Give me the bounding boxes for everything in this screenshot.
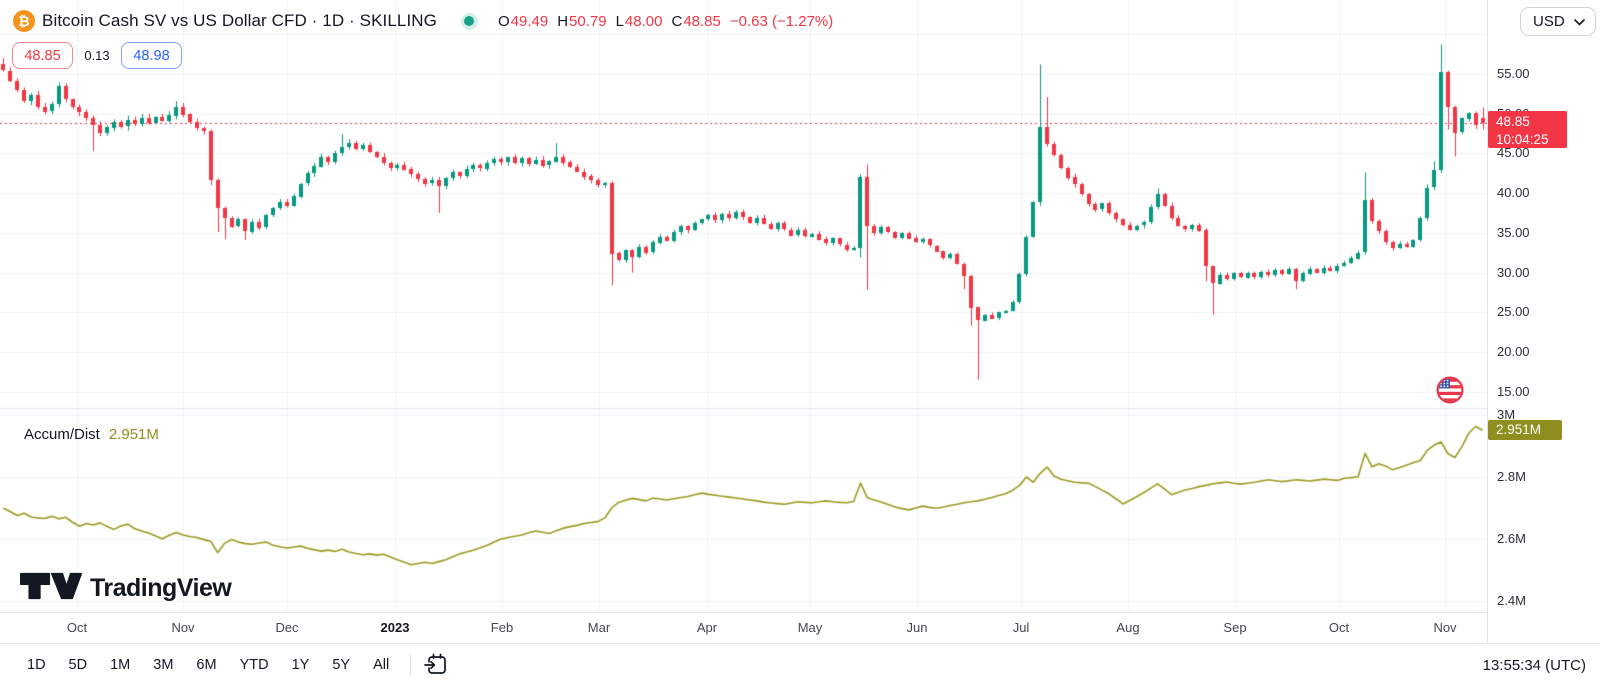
- low-label: L: [615, 12, 624, 30]
- currency-selector-button[interactable]: USD: [1520, 7, 1596, 36]
- open-value: 49.49: [510, 12, 549, 30]
- tradingview-logo-icon: [20, 572, 82, 605]
- close-value: 48.85: [683, 12, 721, 30]
- bitcoin-icon: ₿: [13, 10, 35, 32]
- indicator-name: Accum/Dist: [24, 426, 100, 443]
- range-button-ytd[interactable]: YTD: [239, 657, 269, 673]
- indicator-tick-label: 3M: [1497, 407, 1516, 422]
- price-tick-label: 30.00: [1497, 264, 1530, 280]
- indicator-value: 2.951M: [108, 426, 159, 443]
- price-tick-label: 35.00: [1497, 224, 1530, 240]
- go-to-date-button[interactable]: [423, 652, 449, 678]
- currency-label: USD: [1533, 13, 1565, 30]
- time-tick-label: Mar: [587, 620, 611, 635]
- time-tick-label: Jul: [1012, 620, 1030, 635]
- price-tick-label: 55.00: [1497, 66, 1530, 81]
- symbol-legend: ₿ Bitcoin Cash SV vs US Dollar CFD · 1D …: [13, 10, 833, 32]
- chevron-down-icon: [1574, 13, 1585, 31]
- market-status-dot[interactable]: [460, 12, 478, 30]
- low-value: 48.00: [624, 12, 663, 30]
- price-tick-label: 40.00: [1497, 185, 1530, 201]
- range-button-6m[interactable]: 6M: [196, 657, 217, 673]
- range-button-3m[interactable]: 3M: [153, 657, 174, 673]
- toolbar-separator: [410, 654, 412, 676]
- tradingview-logo[interactable]: TradingView: [20, 572, 232, 605]
- time-tick-label: Apr: [696, 620, 718, 635]
- range-button-1d[interactable]: 1D: [27, 657, 46, 673]
- tradingview-logo-text: TradingView: [90, 574, 232, 602]
- ohlc-values: O 49.49 H 50.79 L 48.00 C 48.85 −0.63 (−1.27…: [498, 13, 833, 30]
- range-button-5y[interactable]: 5Y: [332, 657, 351, 673]
- indicator-legend[interactable]: Accum/Dist 2.951M: [24, 426, 159, 443]
- high-value: 50.79: [569, 12, 607, 30]
- time-tick-label: Nov: [1433, 620, 1457, 635]
- bottom-toolbar: 1D 5D 1M 3M 6M YTD 1Y 5Y All 13:55:34 (UTC): [0, 643, 1600, 700]
- chart-canvas[interactable]: [0, 0, 1487, 612]
- high-label: H: [557, 12, 569, 30]
- range-button-all[interactable]: All: [373, 657, 390, 673]
- range-button-5d[interactable]: 5D: [68, 657, 88, 673]
- last-price-value: 48.85: [1496, 114, 1530, 129]
- price-tick-label: 20.00: [1497, 343, 1530, 359]
- time-tick-label: 2023: [380, 620, 410, 635]
- quote-row: 48.85 0.13 48.98: [12, 42, 182, 69]
- close-label: C: [671, 12, 683, 30]
- range-button-1y[interactable]: 1Y: [291, 657, 310, 673]
- us-flag-icon: [1436, 376, 1464, 409]
- price-tick-label: 15.00: [1497, 383, 1530, 399]
- time-tick-label: Sep: [1223, 620, 1247, 635]
- indicator-tick-label: 2.8M: [1497, 469, 1526, 484]
- spread-value: 0.13: [84, 48, 110, 63]
- bar-countdown: 10:04:25: [1496, 131, 1549, 147]
- last-price-axis-label: 48.85 10:04:25: [1488, 111, 1567, 148]
- time-tick-label: Nov: [171, 620, 195, 635]
- time-tick-label: Jun: [906, 620, 928, 635]
- price-tick-label: 45.00: [1497, 145, 1530, 161]
- time-tick-label: Dec: [275, 620, 299, 635]
- price-axis[interactable]: 55.0050.0045.0040.0035.0030.0025.0020.00…: [1487, 0, 1600, 643]
- indicator-tick-label: 2.6M: [1497, 531, 1526, 546]
- range-button-1m[interactable]: 1M: [110, 657, 131, 673]
- time-tick-label: Oct: [66, 620, 88, 635]
- open-label: O: [497, 12, 510, 30]
- indicator-axis-label: 2.951M: [1488, 420, 1562, 440]
- indicator-tick-label: 2.4M: [1497, 593, 1526, 608]
- time-axis[interactable]: Oct Nov Dec 2023 Feb Mar Apr May Jun Jul Aug Sep Oct…: [0, 612, 1600, 643]
- symbol-title[interactable]: Bitcoin Cash SV vs US Dollar CFD · 1D · …: [42, 11, 437, 30]
- time-tick-label: Oct: [1328, 620, 1350, 635]
- buy-ask-button[interactable]: 48.98: [121, 42, 182, 69]
- sell-bid-button[interactable]: 48.85: [12, 42, 73, 69]
- time-tick-label: May: [797, 620, 823, 635]
- price-tick-label: 25.00: [1497, 304, 1530, 320]
- clock-utc[interactable]: 13:55:34 (UTC): [1482, 656, 1586, 674]
- time-tick-label: Aug: [1116, 620, 1140, 635]
- change-value: −0.63 (−1.27%): [729, 12, 834, 30]
- time-tick-label: Feb: [490, 620, 514, 635]
